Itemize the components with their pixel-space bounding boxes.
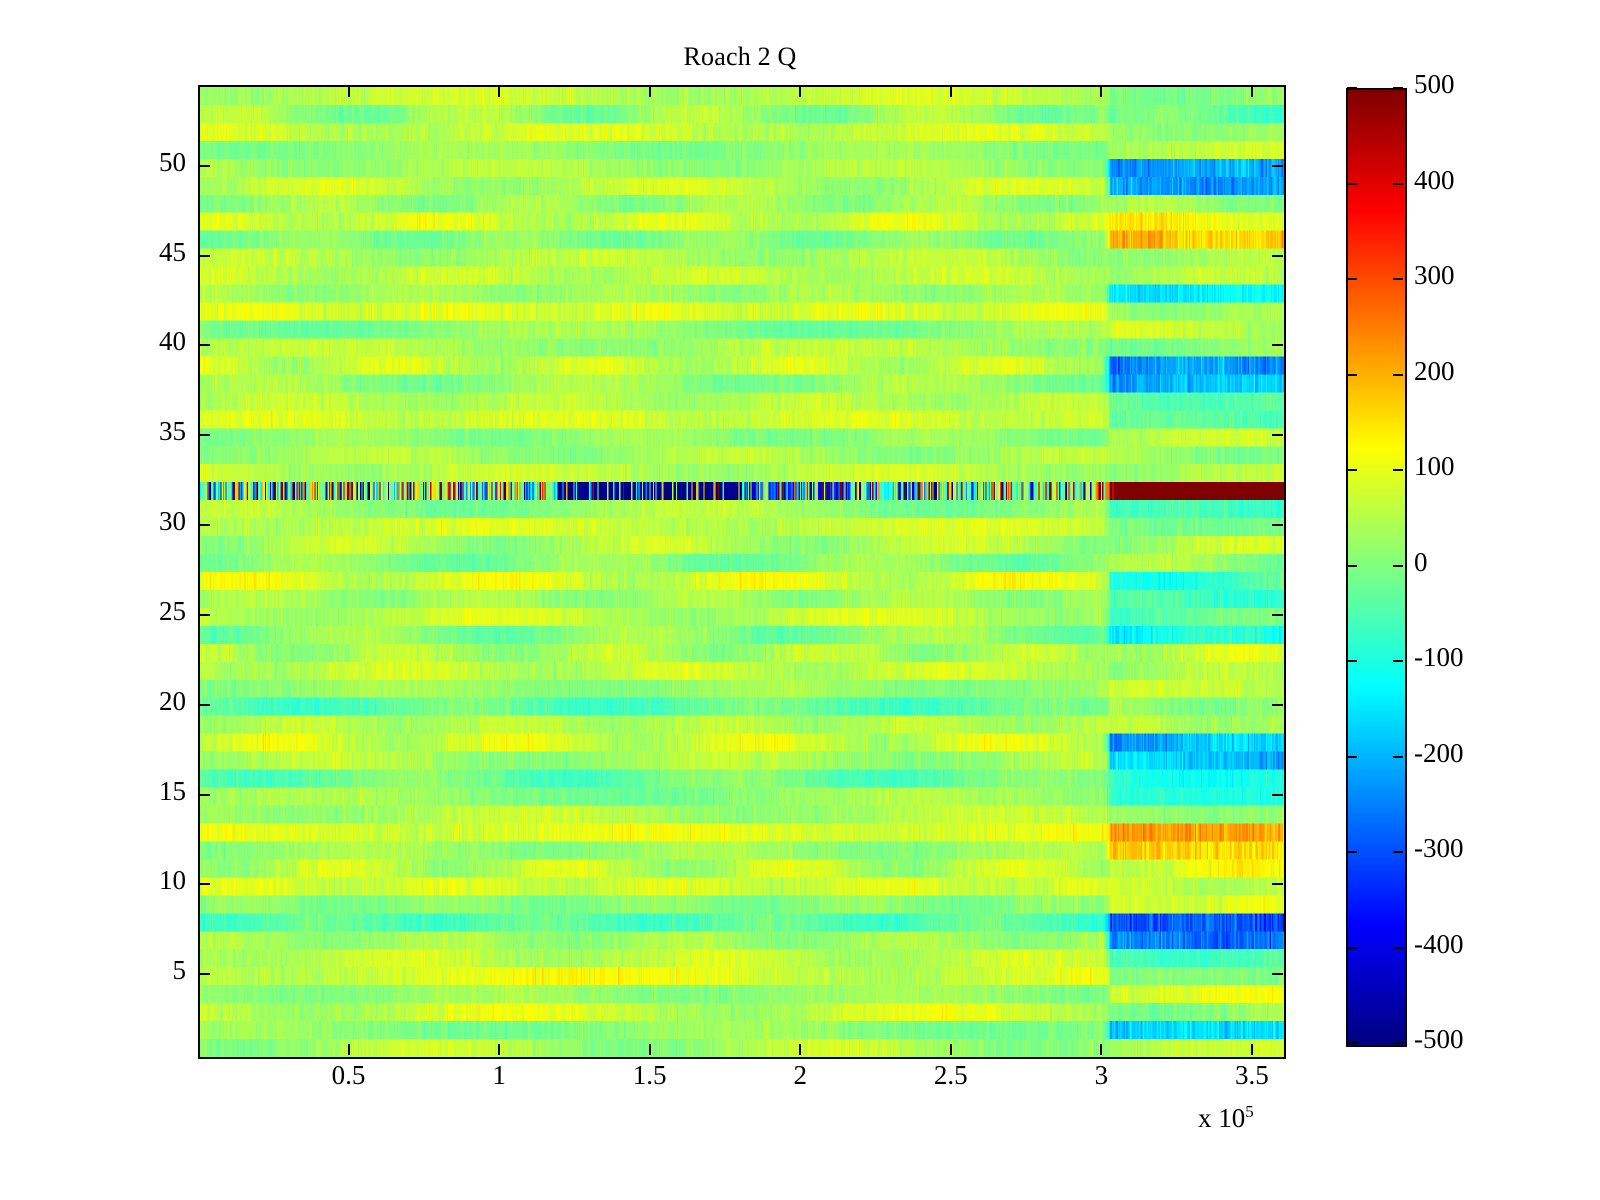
y-axis-tick-mark (199, 703, 210, 706)
x-axis-tick-label: 2.5 (933, 1060, 968, 1090)
y-axis-tick-label: 10 (159, 865, 186, 896)
heatmap-image[interactable] (200, 87, 1284, 1057)
x-axis-tick-mark (799, 1044, 802, 1055)
colorbar-tick-mark (1347, 1042, 1357, 1044)
x-axis-tick-mark (1100, 1044, 1103, 1055)
y-axis-tick-mark (1272, 703, 1283, 706)
x-axis-exponent-power: 5 (1245, 1102, 1254, 1121)
y-axis-tick-mark (199, 613, 210, 616)
y-axis-tick-label: 20 (159, 685, 186, 716)
colorbar-tick-mark (1347, 946, 1357, 949)
y-axis-tick-mark (199, 973, 210, 976)
colorbar-tick-label: -200 (1414, 737, 1464, 768)
colorbar-tick-label: 200 (1414, 355, 1455, 386)
x-axis-tick-mark (648, 1044, 651, 1055)
colorbar-tick-mark (1347, 87, 1357, 89)
colorbar[interactable] (1346, 88, 1407, 1047)
y-axis-tick-mark (199, 883, 210, 886)
y-axis-tick-mark (199, 524, 210, 527)
colorbar-tick-mark (1393, 1042, 1403, 1044)
x-axis-tick-label: 3 (1094, 1060, 1109, 1090)
x-axis-tick-mark (347, 1044, 350, 1055)
y-axis-tick-label: 40 (159, 326, 186, 357)
colorbar-tick-mark (1393, 278, 1403, 280)
colorbar-tick-label: 300 (1414, 260, 1455, 290)
colorbar-tick-mark (1393, 946, 1403, 949)
colorbar-tick-mark (1393, 755, 1403, 758)
y-axis-tick-label: 15 (159, 775, 186, 806)
colorbar-tick-mark (1347, 469, 1357, 471)
x-axis-tick-mark (1250, 1044, 1253, 1055)
x-axis-tick-label: 1 (492, 1060, 506, 1090)
x-axis-tick-mark (1250, 86, 1253, 97)
page-title: Roach 2 Q (683, 42, 797, 71)
y-axis-tick-mark (199, 344, 210, 347)
x-axis-exponent-base: x 10 (1198, 1103, 1246, 1133)
colorbar-tick-label: -400 (1414, 928, 1464, 959)
colorbar-tick-mark (1347, 373, 1357, 376)
y-axis-tick-mark (199, 793, 210, 796)
colorbar-tick-mark (1393, 469, 1403, 471)
colorbar-tick-mark (1393, 182, 1403, 185)
y-axis-tick-mark (199, 434, 210, 437)
x-axis-tick-label: 3.5 (1235, 1060, 1269, 1090)
colorbar-tick-label: -300 (1414, 833, 1464, 863)
x-axis-tick-mark (799, 86, 802, 97)
colorbar-tick-label: 100 (1414, 451, 1455, 481)
y-axis-tick-mark (1272, 524, 1283, 527)
colorbar-tick-label: 500 (1414, 69, 1455, 99)
x-axis-tick-mark (498, 86, 501, 97)
y-axis-tick-mark (1272, 883, 1283, 886)
x-axis-tick-mark (1100, 86, 1103, 97)
colorbar-tick-label: -100 (1414, 642, 1464, 672)
y-axis-tick-mark (199, 254, 210, 257)
x-axis-tick-mark (949, 86, 952, 97)
colorbar-tick-label: -500 (1414, 1024, 1464, 1054)
y-axis-tick-label: 5 (172, 955, 187, 986)
colorbar-tick-mark (1347, 278, 1357, 280)
colorbar-tick-mark (1393, 564, 1403, 567)
y-axis-tick-label: 45 (159, 236, 186, 267)
colorbar-tick-mark (1393, 660, 1403, 662)
x-axis-tick-mark (347, 86, 350, 97)
heatmap-axes[interactable] (198, 85, 1286, 1059)
x-axis-tick-label: 0.5 (331, 1060, 366, 1090)
x-axis-tick-label: 2 (793, 1060, 807, 1090)
colorbar-tick-mark (1347, 564, 1357, 567)
colorbar-tick-mark (1393, 373, 1403, 376)
colorbar-tick-mark (1347, 182, 1357, 185)
y-axis-tick-mark (199, 164, 210, 167)
x-axis-tick-label: 1.5 (632, 1060, 667, 1090)
x-axis-tick-mark (498, 1044, 501, 1055)
x-axis-tick-mark (949, 1044, 952, 1055)
colorbar-tick-label: 400 (1414, 164, 1455, 195)
colorbar-tick-mark (1347, 755, 1357, 758)
colorbar-tick-mark (1393, 851, 1403, 853)
y-axis-tick-label: 35 (159, 416, 186, 447)
y-axis-tick-mark (1272, 434, 1283, 437)
y-axis-tick-mark (1272, 793, 1283, 796)
y-axis-tick-mark (1272, 254, 1283, 257)
colorbar-tick-label: 0 (1414, 546, 1428, 577)
y-axis-tick-mark (1272, 613, 1283, 616)
y-axis-tick-label: 30 (159, 506, 186, 537)
x-axis-exponent-label: x 105 (1198, 1102, 1254, 1134)
y-axis-tick-label: 25 (159, 595, 186, 626)
y-axis-tick-mark (1272, 164, 1283, 167)
y-axis-tick-mark (1272, 973, 1283, 976)
colorbar-tick-mark (1347, 851, 1357, 853)
colorbar-tick-mark (1393, 87, 1403, 89)
colorbar-tick-mark (1347, 660, 1357, 662)
y-axis-tick-label: 50 (159, 146, 186, 177)
colorbar-gradient (1348, 90, 1405, 1045)
x-axis-tick-mark (648, 86, 651, 97)
y-axis-tick-mark (1272, 344, 1283, 347)
